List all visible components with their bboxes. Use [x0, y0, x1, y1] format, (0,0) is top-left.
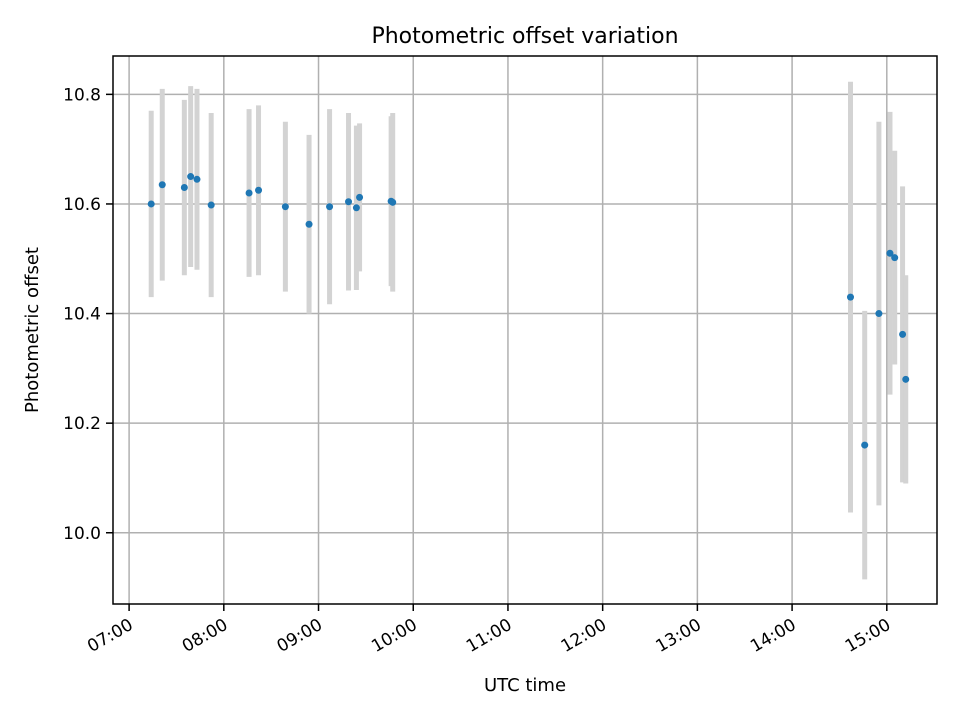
x-tick-label: 11:00	[463, 615, 515, 657]
data-point	[281, 203, 289, 211]
x-tick-label: 09:00	[274, 615, 326, 657]
plot-frame	[112, 55, 938, 605]
data-point	[389, 198, 397, 206]
x-tick-label: 12:00	[558, 615, 610, 657]
x-tick-label: 13:00	[652, 615, 704, 657]
data-point	[207, 201, 215, 209]
data-point	[305, 220, 313, 228]
data-point	[356, 193, 364, 201]
data-point	[158, 181, 166, 189]
y-tick-label: 10.2	[63, 414, 101, 434]
data-point	[902, 375, 910, 383]
data-point	[180, 184, 188, 192]
data-point	[147, 200, 155, 208]
data-points	[147, 173, 910, 449]
x-tick-label: 15:00	[842, 615, 894, 657]
chart-title: Photometric offset variation	[371, 24, 678, 49]
x-axis: 07:00 08:00 09:00 10:00 11:00 12:00 13:00 14:00…	[84, 604, 894, 657]
grid	[113, 56, 937, 604]
x-tick-label: 07:00	[84, 615, 136, 657]
data-point	[846, 293, 854, 301]
x-tick-label: 10:00	[368, 615, 420, 657]
x-tick-label: 14:00	[747, 615, 799, 657]
y-tick-label: 10.4	[63, 305, 101, 325]
data-point	[886, 249, 894, 257]
y-tick-label: 10.6	[63, 195, 101, 215]
y-tick-label: 10.0	[63, 524, 101, 544]
x-tick-label: 08:00	[179, 615, 231, 657]
data-point	[245, 189, 253, 197]
data-point	[875, 310, 883, 318]
data-point	[352, 204, 360, 212]
y-axis: 10.0 10.2 10.4 10.6 10.8	[63, 85, 113, 544]
data-point	[891, 254, 899, 262]
y-axis-label: Photometric offset	[22, 247, 43, 413]
data-point	[255, 186, 263, 194]
x-axis-label: UTC time	[484, 675, 566, 696]
y-tick-label: 10.8	[63, 85, 101, 105]
data-point	[187, 173, 195, 181]
data-point	[861, 441, 869, 449]
data-point	[193, 175, 201, 183]
data-point	[899, 330, 907, 338]
data-point	[345, 198, 353, 206]
data-point	[326, 203, 334, 211]
